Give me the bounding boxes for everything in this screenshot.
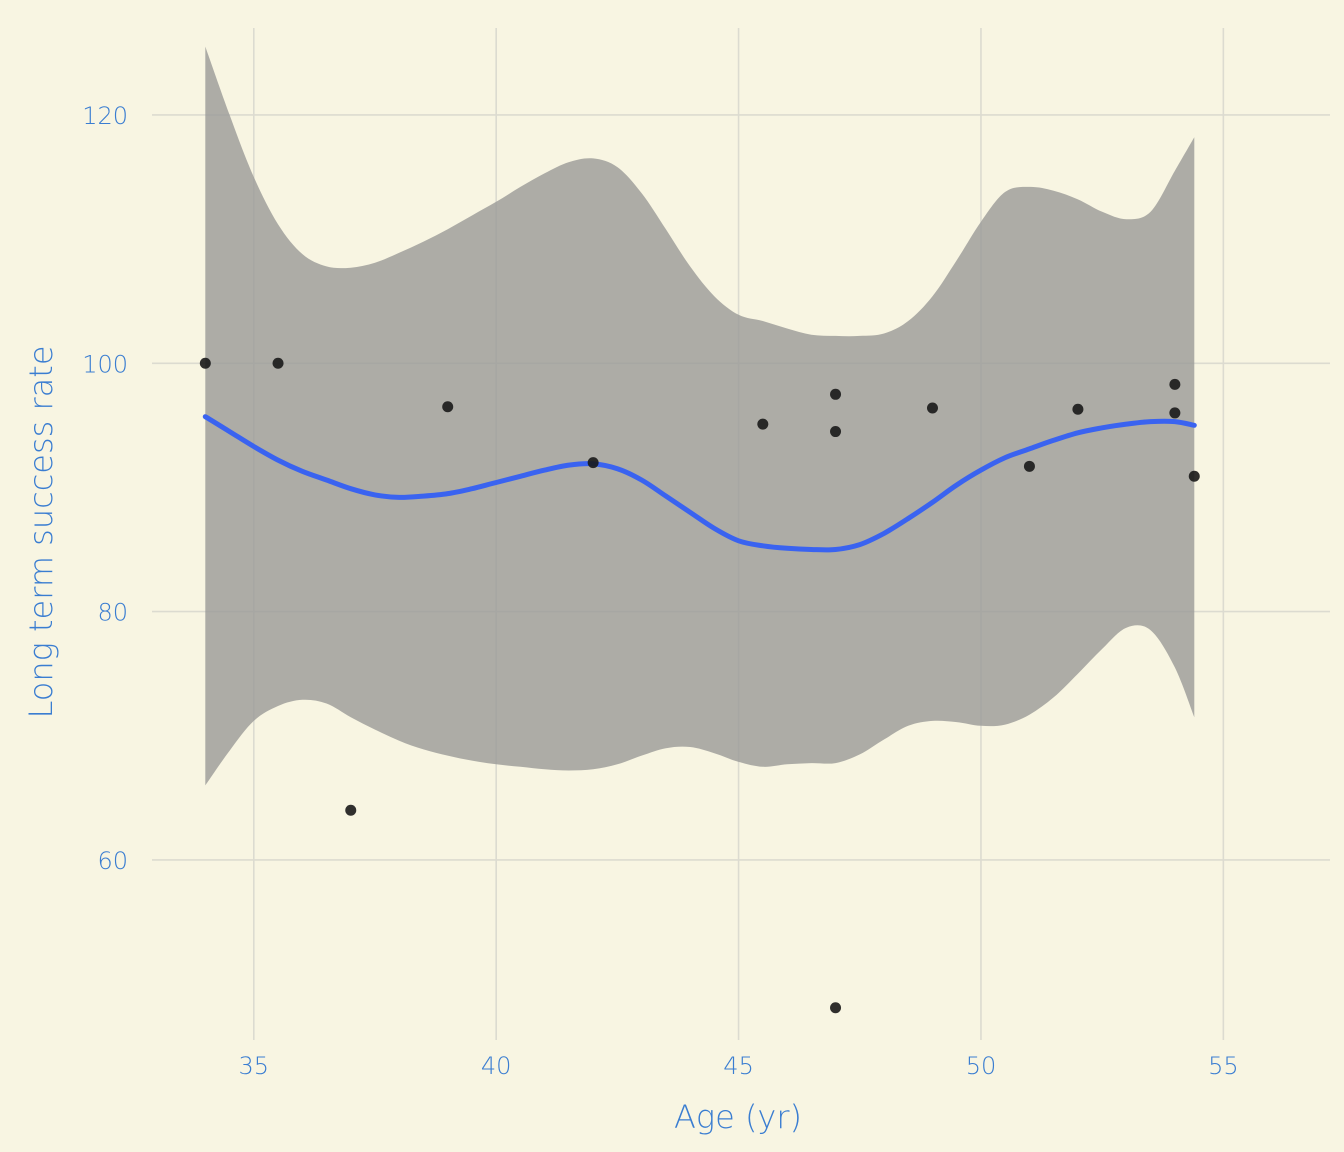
x-tick-label: 55 xyxy=(1208,1052,1239,1080)
x-tick-label: 35 xyxy=(239,1052,270,1080)
confidence-band xyxy=(205,46,1195,786)
data-point xyxy=(272,357,284,369)
y-tick-label: 60 xyxy=(97,847,128,875)
data-points xyxy=(199,357,1200,1014)
confidence-band-layer xyxy=(205,46,1195,786)
y-tick-label: 100 xyxy=(82,350,128,378)
data-point xyxy=(830,426,842,438)
x-tick-label: 45 xyxy=(723,1052,754,1080)
data-point xyxy=(199,357,211,369)
data-point xyxy=(1169,378,1181,390)
data-point xyxy=(757,418,769,430)
data-point xyxy=(1169,407,1181,419)
data-point xyxy=(1023,460,1035,472)
y-axis-title: Long term success rate xyxy=(22,345,60,718)
x-tick-label: 50 xyxy=(966,1052,997,1080)
smooth-line xyxy=(202,414,1197,553)
smooth-line-layer xyxy=(202,414,1197,553)
data-point xyxy=(830,388,842,400)
tick-labels: 35 40 45 50 55 60 80 100 120 xyxy=(82,102,1238,1080)
data-point xyxy=(1072,403,1084,415)
data-point xyxy=(345,804,357,816)
data-point xyxy=(587,457,599,469)
x-axis-title: Age (yr) xyxy=(674,1098,802,1136)
data-point xyxy=(926,402,938,414)
data-point xyxy=(1188,470,1200,482)
y-tick-label: 120 xyxy=(82,102,128,130)
data-point xyxy=(830,1002,842,1014)
x-tick-label: 40 xyxy=(481,1052,512,1080)
y-tick-label: 80 xyxy=(97,599,128,627)
data-point xyxy=(442,401,454,413)
